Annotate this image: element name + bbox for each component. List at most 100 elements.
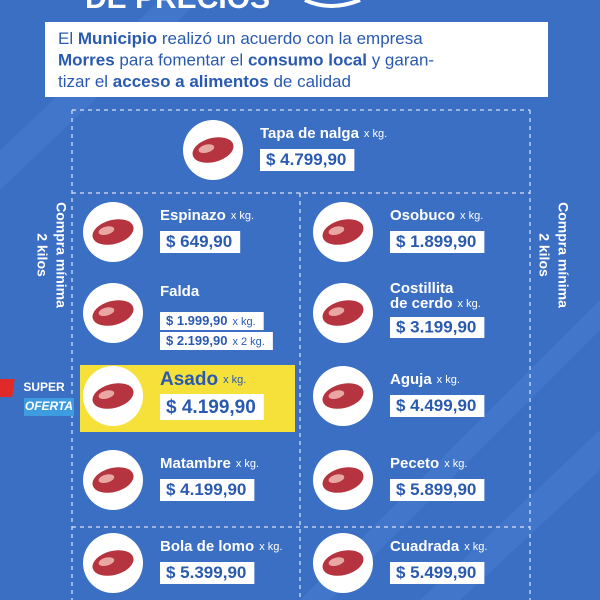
meat-fat [328,474,345,484]
price-box [390,395,485,417]
price: $ 4.499,90 [396,396,476,415]
item-unit: x kg. [364,128,387,140]
item-unit: x kg. [223,374,246,386]
item-name: Peceto x kg. [390,455,467,472]
item-unit: x kg. [458,298,481,310]
item-name-text: Costillita [390,280,454,297]
meat-fat [328,390,345,400]
item-unit: x kg. [460,210,483,222]
price: $ 649,90 [166,232,232,251]
price: $ 4.799,90 [266,150,346,169]
meat-fat [98,226,115,236]
meat [322,219,364,245]
header-title: DE PRECIOS [85,0,270,15]
side-note: Compra mínima [53,202,69,308]
price: $ 1.999,90 x kg. [166,313,256,328]
badge-top [0,379,15,397]
item-name-text: Peceto [390,455,439,472]
item-name-text: Falda [160,283,200,300]
meat [92,467,134,493]
badge-text: OFERTA [25,399,73,413]
intro-line: El Municipio realizó un acuerdo con la e… [58,29,423,48]
meat-fat [98,390,115,400]
intro: El Municipio realizó un acuerdo con la e… [58,29,434,91]
price-box [160,231,241,253]
price: $ 3.199,90 [396,318,476,337]
item-name: Bola de lomo x kg. [160,538,282,555]
intro-line: tizar el acceso a alimentos de calidad [58,72,351,91]
price: $ 4.199,90 [166,480,246,499]
intro-text: y garan- [367,51,434,70]
item-name: Osobuco x kg. [390,207,483,224]
meat [322,467,364,493]
price-box [390,317,485,338]
logo [304,0,361,8]
meat-fat [328,307,345,317]
side-note: 2 kilos [536,233,552,277]
meat [92,383,134,409]
price: $ 4.199,90 [166,397,256,418]
price-value: $ 1.899,90 [396,232,476,251]
intro-box [45,22,548,97]
item-name-text: Osobuco [390,207,455,224]
item-name: Falda [160,283,200,300]
items: Tapa de nalga x kg. $ 4.799,90 Espinazo x kg… [0,120,487,593]
item-name: Aguja x kg. [390,371,460,388]
price: $ 5.499,90 [396,563,476,582]
price: $ 5.899,90 [396,480,476,499]
meat [192,137,234,163]
price-value: $ 4.199,90 [166,480,246,499]
item-name-text: Asado [160,369,218,390]
price-box [160,332,273,350]
price-value: $ 4.799,90 [266,150,346,169]
item-name-text: Bola de lomo [160,538,254,555]
item-name-text: Matambre [160,455,231,472]
price-box [390,231,485,253]
badge-bottom [24,398,74,416]
price-box [160,479,255,501]
price: $ 2.199,90 x 2 kg. [166,333,265,348]
intro-bold: Morres [58,51,115,70]
price-unit: x 2 kg. [232,336,264,348]
meat [92,300,134,326]
meat [322,550,364,576]
intro-line: Morres para fomentar el consumo local y … [58,51,434,70]
side-note: Compra mínima [555,202,571,308]
price-unit: x kg. [232,316,255,328]
item-name: Cuadrada x kg. [390,538,487,555]
price-value: $ 4.199,90 [166,397,256,418]
price-box [160,562,255,584]
price-value: $ 5.399,90 [166,563,246,582]
price-value: $ 2.199,90 [166,333,227,348]
item-name: de cerdo x kg. [390,295,481,312]
item-name: Tapa de nalga x kg. [260,125,387,142]
intro-bold: acceso a alimentos [113,72,269,91]
meat-fat [328,226,345,236]
price: $ 5.399,90 [166,563,246,582]
price-value: $ 1.999,90 [166,313,227,328]
price-value: $ 649,90 [166,232,232,251]
price-value: $ 3.199,90 [396,318,476,337]
intro-text: de calidad [269,72,351,91]
intro-text: para fomentar el [115,51,248,70]
item-name-text: Cuadrada [390,538,460,555]
item-unit: x kg. [464,541,487,553]
meat-fat [98,474,115,484]
badge-text: SUPER [23,380,65,394]
item-unit: x kg. [437,374,460,386]
meat [322,383,364,409]
item-name: Asado x kg. [160,369,246,390]
price-box [390,479,485,501]
item-name: Matambre x kg. [160,455,259,472]
price-box [260,149,355,171]
intro-bold: consumo local [248,51,367,70]
intro-bold: Municipio [78,29,157,48]
item-name: Costillita [390,280,454,297]
item-unit: x kg. [444,458,467,470]
item-name-text: Aguja [390,371,432,388]
price-value: $ 5.499,90 [396,563,476,582]
meat [92,550,134,576]
